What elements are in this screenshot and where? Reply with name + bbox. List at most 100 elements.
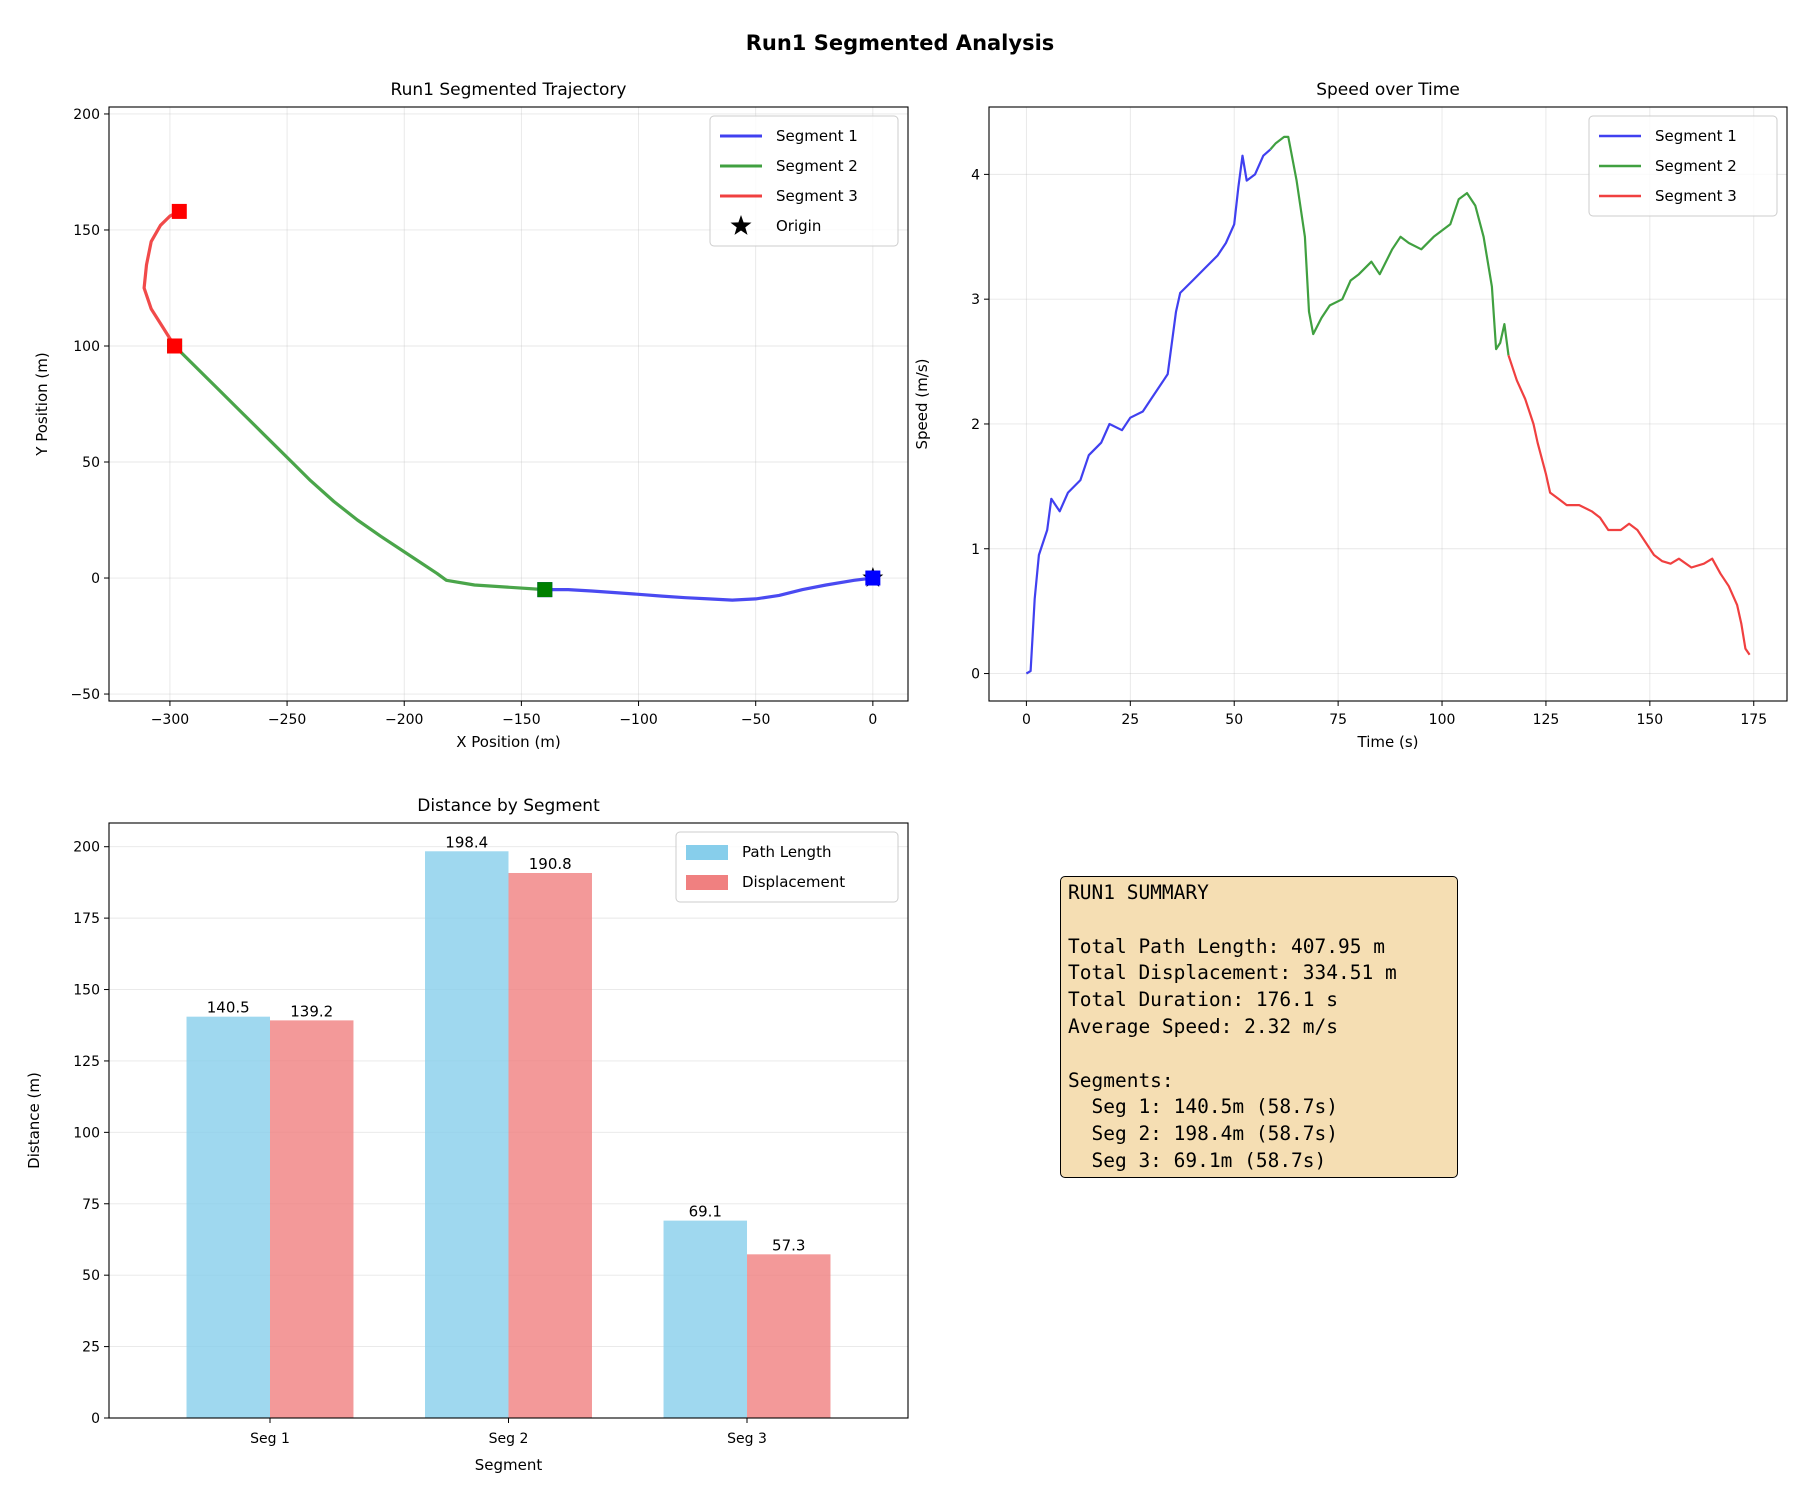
y-tick-label: 0 [91,571,100,587]
y-tick-label: 200 [73,840,100,856]
legend-star-marker [730,215,752,235]
x-category-label: Seg 3 [727,1431,767,1447]
legend-label: Segment 2 [776,157,858,175]
legend-patch-swatch [686,875,728,890]
bar-value-label: 140.5 [207,999,250,1017]
bar-value-label: 69.1 [689,1203,722,1221]
chart-title: Speed over Time [1316,80,1460,100]
bar-path-length [425,851,509,1418]
y-tick-label: 150 [73,983,100,999]
y-tick-label: 1 [971,542,980,558]
y-tick-label: 200 [73,107,100,123]
x-axis-label: Time (s) [1357,733,1419,751]
legend-patch-swatch [686,845,728,860]
y-tick-label: 2 [971,417,980,433]
x-tick-label: −300 [151,712,189,728]
trajectory-chart: −300 −250 −200 −150 −100 −50 0 −50 0 50 100 150 200 R… [33,80,909,751]
legend-label: Segment 3 [776,187,858,205]
summary-segment-line: Seg 1: 140.5m (58.7s) [1068,1095,1339,1119]
summary-line: Total Displacement: 334.51 m [1068,961,1397,985]
axes-frame [108,106,909,702]
speed-line [1507,354,1751,656]
x-tick-label: −100 [619,712,657,728]
trajectory-line [142,209,181,347]
trajectory-line [173,344,545,592]
x-tick-label: 0 [1022,712,1031,728]
x-axis-label: Segment [475,1456,543,1474]
bar-displacement [508,872,592,1418]
y-tick-label: 4 [971,167,980,183]
x-tick-label: 100 [1429,712,1456,728]
chart-title: Run1 Segmented Trajectory [391,80,627,100]
y-axis-label: Distance (m) [25,1072,43,1169]
legend-label: Segment 1 [1655,127,1737,145]
legend-box [709,115,899,247]
x-tick-label: 25 [1121,712,1139,728]
legend-label: Segment 2 [1655,157,1737,175]
legend-label: Segment 1 [776,127,858,145]
y-tick-label: 175 [73,911,100,927]
segment-endpoint-marker [171,203,187,219]
y-tick-label: 3 [971,292,980,308]
y-tick-label: 75 [82,1197,100,1213]
x-tick-label: 150 [1636,712,1663,728]
bar-path-length [186,1016,270,1418]
distance-bar-chart: 140.5 198.4 69.1 139.2 190.8 57.3 Seg 1 Seg 2 Se… [25,796,909,1474]
speed-chart: 0 25 50 75 100 125 150 175 0 1 2 3 4 Speed over Time T… [913,80,1788,751]
bar-displacement [747,1254,831,1418]
legend-label: Segment 3 [1655,187,1737,205]
bar-displacement [269,1020,354,1418]
y-tick-label: 100 [73,339,100,355]
speed-line [1025,148,1272,675]
legend-label: Displacement [742,873,845,891]
figure-title: Run1 Segmented Analysis [746,31,1055,55]
x-tick-label: 0 [868,712,877,728]
y-axis-label: Y Position (m) [33,352,51,456]
y-tick-label: 150 [73,223,100,239]
trajectory-line [544,576,874,602]
summary-line: Average Speed: 2.32 m/s [1068,1014,1339,1038]
summary-heading: RUN1 SUMMARY [1068,881,1209,904]
x-tick-label: −250 [268,712,306,728]
y-tick-label: 100 [73,1125,100,1141]
summary-box [1060,876,1458,1178]
summary-line: Total Duration: 176.1 s [1068,988,1339,1012]
y-tick-label: 125 [73,1054,100,1070]
x-category-label: Seg 1 [250,1431,290,1447]
x-axis-label: X Position (m) [456,733,561,751]
axes-frame [988,106,1788,702]
y-tick-label: 0 [971,667,980,683]
x-category-label: Seg 2 [489,1431,529,1447]
summary-line: Total Path Length: 407.95 m [1068,934,1385,958]
x-tick-label: 125 [1533,712,1560,728]
bar-value-label: 198.4 [445,833,488,851]
bar-value-label: 139.2 [290,1002,333,1020]
bar-value-label: 190.8 [529,855,572,873]
x-tick-label: 175 [1740,712,1767,728]
speed-line [1269,135,1510,356]
bar-path-length [663,1220,748,1418]
y-tick-label: 25 [82,1340,100,1356]
x-tick-label: −50 [741,712,771,728]
x-tick-label: 50 [1225,712,1243,728]
legend-label: Origin [776,217,821,235]
segment-endpoint-marker [537,582,553,598]
legend-label: Path Length [742,843,831,861]
x-tick-label: 75 [1329,712,1347,728]
y-tick-label: 0 [91,1411,100,1427]
x-tick-label: −150 [502,712,540,728]
summary-text: RUN1 SUMMARY Total Path Length: 407.95 m… [1068,880,1397,1175]
legend-box [1588,115,1778,217]
y-tick-label: 50 [82,1268,100,1284]
summary-segments-heading: Segments: [1068,1068,1174,1092]
y-axis-label: Speed (m/s) [913,359,931,450]
summary-segment-line: Seg 3: 69.1m (58.7s) [1068,1148,1327,1172]
legend-box [675,831,899,903]
segment-endpoint-marker [865,570,881,586]
summary-segment-line: Seg 2: 198.4m (58.7s) [1068,1122,1339,1146]
y-tick-label: 50 [82,455,100,471]
segment-endpoint-marker [167,338,183,354]
x-tick-label: −200 [385,712,423,728]
y-tick-label: −50 [70,687,100,703]
